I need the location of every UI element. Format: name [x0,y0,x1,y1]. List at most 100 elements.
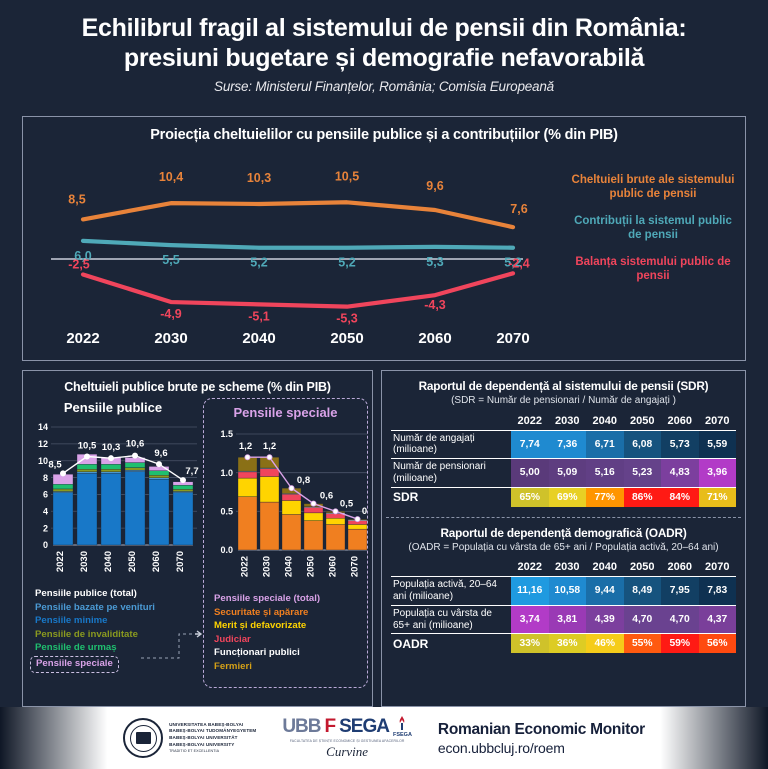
bar-segment [303,520,324,551]
contributions-label-2060: 5,3 [426,255,443,269]
total-marker [354,516,361,523]
title-line-2: presiuni bugetare și demografie nefavora… [123,43,645,72]
oadr-cell: 59% [661,633,699,654]
total-label-2040: 10,3 [102,442,121,453]
legend-label: Pensiile minime [35,615,108,627]
ubb-motto: TRADITIO ET EXCELLENTIA [169,749,220,754]
projection-line-svg: 8,5 10,4 10,3 10,5 9,6 7,6 6,0 5,5 5,2 5,2 5,3 5,2… [51,169,530,347]
public-total-markers [60,452,186,484]
balance-value-labels: -2,5 -4,9 -5,1 -5,3 -4,3 -2,4 [68,256,530,325]
year-label-2022: 2022 [55,551,66,572]
page-title: Echilibrul fragil al sistemului de pensi… [30,14,738,73]
oadr-cell: 3,74 [511,605,549,635]
oadr-table-subtitle: (OADR = Populația cu vârsta de 65+ ani /… [408,541,719,553]
year-label-2070: 2070 [496,330,529,347]
year-label-2070: 2070 [350,556,361,577]
special-link-connector [141,630,203,659]
special-pensions-column: Pensiile speciale 0.0 0.5 1.0 1.5 1,2 1,2 0,8… [203,398,376,688]
total-label-2050: 10,6 [126,439,145,450]
ubb-seal-inner-icon [129,724,157,752]
public-bars [52,453,194,546]
balance-line [80,271,516,309]
total-label-2050: 0,6 [320,491,333,502]
total-marker [108,455,115,462]
bar-segment [259,501,280,551]
sdr-table-row: Număr de angajați (milioane) 7,74 7,36 6,71… [391,430,736,460]
contributions-value-labels: 6,0 5,5 5,2 5,2 5,3 5,2 [74,249,521,270]
total-label-2030: 10,5 [78,441,97,452]
sdr-cell: 71% [698,487,736,507]
sdr-cell: 7,74 [511,430,549,460]
legend-item-security-defence: Securitate și apărare [214,606,367,620]
bar-segment [148,475,170,478]
y-tick-2: 2 [43,523,48,533]
bar-segment [52,484,74,490]
sdr-year-2040: 2040 [592,414,617,427]
oadr-year-2040: 2040 [592,561,617,574]
legend-label: Pensiile bazate pe venituri [35,601,155,613]
oadr-header-row: 2022 2030 2040 2050 2060 2070 [391,559,736,577]
total-label-2060: 9,6 [154,448,167,459]
y-tick-0: 0.0 [220,545,233,555]
legend-expenditure: Cheltuieli brute ale sistemului public d… [571,174,735,201]
oadr-cell: 46% [586,633,624,654]
bar-segment [148,470,170,476]
public-year-labels: 2022 2030 2040 2050 2060 2070 [55,551,186,572]
sdr-cell: 5,73 [661,430,699,460]
total-marker [288,485,295,492]
sdr-year-2022: 2022 [517,414,542,427]
expenditure-label-2070: 7,6 [510,202,527,216]
bar-segment [76,469,98,473]
sdr-cell: 6,71 [586,430,624,460]
public-pensions-column: Pensiile publice 0 2 4 6 8 10 12 14 8,5 10,5 10,3… [23,394,203,694]
legend-label: Judiciar [214,633,251,645]
oadr-cell: 4,70 [623,605,661,635]
y-tick-14: 14 [38,422,48,432]
schemes-chart-title: Cheltuieli publice brute pe scheme (% di… [64,380,331,394]
total-marker [84,453,91,460]
sdr-year-2070: 2070 [705,414,730,427]
oadr-table-row: OADR 33% 36% 46% 55% 59% 56% [391,633,736,654]
oadr-cell: 4,70 [661,605,699,635]
roem-title: Romanian Economic Monitor [437,720,645,738]
bar-segment [237,471,258,479]
legend-item-special-link[interactable]: Pensiile speciale [30,655,203,673]
sdr-header-row: 2022 2030 2040 2050 2060 2070 [391,413,736,430]
oadr-table-wrap: Raportul de dependență demografică (OADR… [382,518,745,654]
legend-item-judiciary: Judiciar [214,633,367,647]
footer-bar: UNIVERSITATEA BABEȘ-BOLYAI BABEȘ-BOLYAI … [0,707,768,769]
oadr-cell: 8,49 [623,576,661,606]
bar-segment [124,469,146,472]
ubb-name-ro: UNIVERSITATEA BABEȘ-BOLYAI [169,721,244,727]
sources-subtitle: Surse: Ministerul Finanțelor, România; C… [214,79,554,94]
bar-segment [281,494,302,501]
sdr-cell: 5,00 [511,458,549,488]
total-marker [60,470,67,477]
schemes-columns: Pensiile publice 0 2 4 6 8 10 12 14 8,5 10,5 10,3… [23,394,376,694]
oadr-cell: 36% [548,633,586,654]
bar-segment [100,464,122,470]
oadr-cell: 11,16 [511,576,549,606]
dependency-tables-panel: Raportul de dependență al sistemului de … [381,370,746,707]
oadr-cell: 10,58 [548,576,586,606]
ubb-name-de: BABEȘ-BOLYAI UNIVERSITÄT [169,735,238,741]
sdr-year-2050: 2050 [630,414,655,427]
oadr-cell: 7,95 [661,576,699,606]
oadr-cell: 4,37 [698,605,736,635]
sdr-table-wrap: Raportul de dependență al sistemului de … [382,371,745,507]
year-label-2050: 2050 [330,330,363,347]
total-label-2070: 0,4 [362,506,367,517]
total-label-2022: 8,5 [48,459,62,470]
ubb-seal-icon [123,718,164,758]
bar-segment [237,477,258,497]
year-label-2030: 2030 [154,330,187,347]
special-y-axis-ticks: 0.0 0.5 1.0 1.5 [220,429,233,555]
oadr-table-title: Raportul de dependență demografică (OADR… [440,525,687,540]
bar-segment [76,471,98,474]
bar-segment [52,491,74,493]
oadr-table: 2022 2030 2040 2050 2060 2070 Populația … [391,559,736,654]
year-label-2040: 2040 [103,551,114,572]
bar-segment [100,473,122,546]
roem-url[interactable]: econ.ubbcluj.ro/roem [437,739,565,756]
